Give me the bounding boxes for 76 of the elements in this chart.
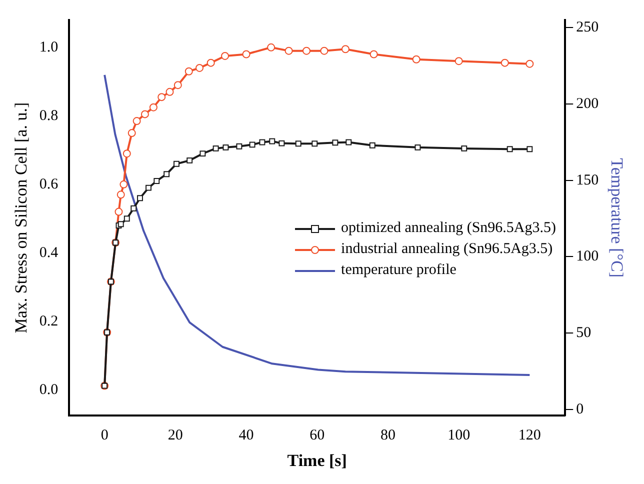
point [506, 146, 513, 152]
point [196, 64, 204, 72]
point [184, 67, 193, 76]
point [454, 57, 463, 66]
y-tick-label: 0.2 [39, 313, 58, 330]
point [120, 180, 128, 188]
y-tick-label: 0.0 [39, 382, 58, 398]
x-tick-label: 40 [238, 428, 254, 444]
point [332, 140, 338, 146]
point [124, 216, 130, 222]
point [140, 110, 149, 118]
y2-axis-title: Temperature [°C] [607, 158, 626, 278]
point [414, 144, 421, 150]
point [346, 139, 352, 146]
point [461, 145, 468, 152]
point [222, 144, 229, 150]
point [312, 140, 318, 147]
y2-tick-label: 0 [576, 401, 584, 418]
point [259, 139, 266, 146]
point [130, 205, 137, 212]
point [166, 88, 174, 96]
point [164, 171, 170, 178]
point [269, 138, 276, 144]
legend-label: optimized annealing (Sn96.5Ag3.5) [341, 219, 556, 238]
point [341, 45, 350, 54]
point [116, 190, 125, 199]
point [128, 129, 136, 138]
point [526, 146, 533, 152]
x-tick-label: 120 [518, 428, 541, 444]
point [500, 58, 509, 67]
y2-tick-label: 250 [576, 20, 599, 36]
point [526, 60, 534, 68]
point [114, 208, 123, 216]
point [174, 81, 182, 90]
x-tick-label: 100 [448, 428, 470, 444]
legend-label: temperature profile [341, 261, 456, 280]
point [302, 46, 310, 55]
point [221, 52, 230, 60]
point [132, 117, 141, 126]
point [174, 160, 180, 167]
point [249, 142, 256, 148]
point [278, 140, 285, 146]
point [212, 145, 219, 152]
x-tick-label: 60 [310, 428, 325, 444]
point [137, 195, 143, 202]
point [200, 150, 206, 157]
y-tick-label: 1.0 [39, 39, 58, 56]
point [146, 184, 152, 191]
point [295, 140, 302, 147]
point [320, 46, 328, 55]
point [412, 55, 420, 64]
x-tick-label: 0 [100, 428, 108, 444]
legend-label: industrial annealing (Sn96.5Ag3.5) [341, 240, 553, 259]
point [206, 58, 215, 67]
point [370, 50, 378, 58]
y-tick-label: 0.6 [39, 176, 59, 192]
y-tick-label: 0.4 [39, 244, 59, 261]
y2-tick-label: 150 [576, 172, 599, 188]
x-tick-label: 20 [168, 428, 183, 444]
point [267, 43, 276, 52]
point [236, 143, 242, 150]
y2-tick-label: 200 [576, 96, 599, 112]
point [122, 150, 131, 158]
y2-tick-label: 100 [576, 248, 599, 265]
point [242, 50, 250, 58]
y-tick-label: 0.8 [39, 108, 58, 124]
point [369, 142, 376, 148]
x-tick-label: 80 [380, 428, 396, 444]
point [284, 46, 293, 55]
point [149, 103, 158, 112]
point [186, 157, 193, 164]
y2-tick-label: 50 [576, 325, 592, 342]
point [158, 93, 166, 102]
y-axis-title: Max. Stress on Silicon Cell [a. u.] [12, 102, 31, 334]
point [154, 178, 160, 184]
x-axis-title: Time [s] [287, 451, 347, 470]
